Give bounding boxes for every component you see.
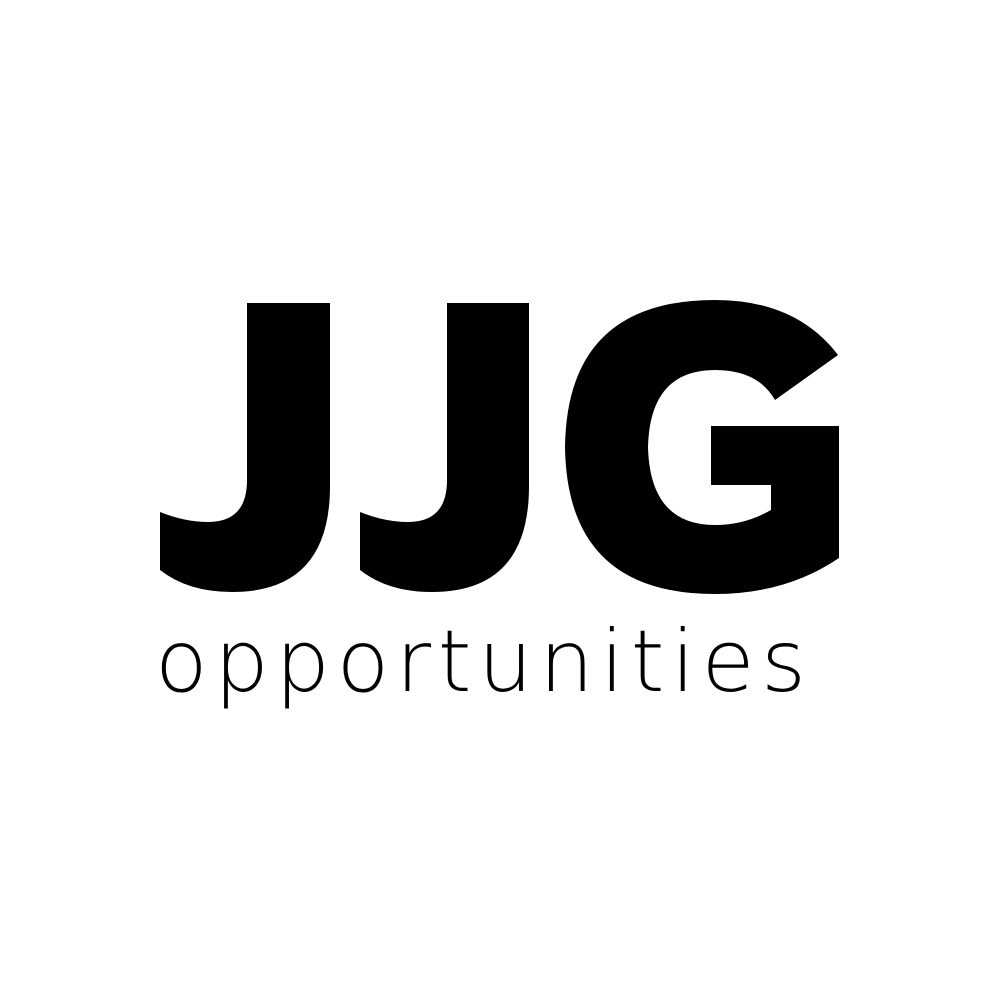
letter-g xyxy=(565,300,839,594)
letter-j-2 xyxy=(360,303,529,592)
jjg-wordmark xyxy=(160,300,839,594)
letter-j-1 xyxy=(160,303,330,592)
logo-tagline: opportunities xyxy=(155,612,813,712)
